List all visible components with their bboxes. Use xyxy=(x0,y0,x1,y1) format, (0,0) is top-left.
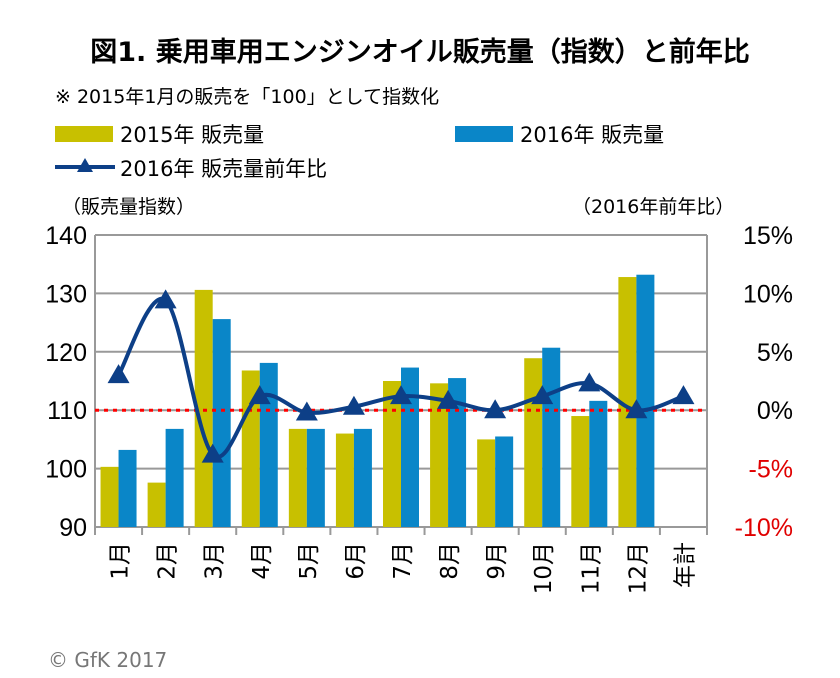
bar-2016 xyxy=(165,428,184,527)
yoy-marker xyxy=(390,385,412,405)
bar-2016 xyxy=(636,274,655,527)
bar-2016 xyxy=(542,347,561,527)
bar-2015 xyxy=(147,482,166,527)
x-tick-label: 年計 xyxy=(672,542,698,588)
bar-2016 xyxy=(448,378,467,527)
bar-2016 xyxy=(259,362,278,527)
yoy-marker xyxy=(201,443,224,463)
bar-2015 xyxy=(430,383,449,527)
y2-tick-label: 15% xyxy=(743,222,793,250)
y-tick-label: 90 xyxy=(59,514,87,542)
yoy-marker xyxy=(248,385,271,405)
bar-2016 xyxy=(118,449,137,527)
x-tick-label: 11月 xyxy=(578,542,604,594)
x-tick-label: 10月 xyxy=(531,542,557,594)
y2-tick-label: -5% xyxy=(749,456,793,484)
x-tick-label: 2月 xyxy=(155,542,181,580)
x-tick-label: 5月 xyxy=(296,542,322,580)
chart-subtitle: ※ 2015年1月の販売を「100」として指数化 xyxy=(55,86,440,108)
y-tick-label: 130 xyxy=(45,280,87,308)
x-tick-label: 4月 xyxy=(249,542,275,580)
yoy-marker xyxy=(531,385,554,405)
y-tick-label: 110 xyxy=(47,397,87,425)
bar-2015 xyxy=(100,466,119,527)
yoy-marker xyxy=(437,389,460,409)
bar-2015 xyxy=(524,358,543,527)
legend-swatch-yoy xyxy=(55,158,115,172)
y-tick-label: 140 xyxy=(45,222,87,250)
yoy-marker xyxy=(154,289,177,309)
x-tick-label: 12月 xyxy=(625,542,651,594)
y-tick-label: 100 xyxy=(45,456,87,484)
yoy-marker xyxy=(107,364,130,384)
bar-2015 xyxy=(383,381,401,527)
y2-axis-label: （2016年前年比） xyxy=(572,196,735,218)
y2-tick-label: 0% xyxy=(757,397,793,425)
y-axis-label: （販売量指数） xyxy=(62,196,196,218)
legend-swatch-2015 xyxy=(55,126,113,142)
bar-2015 xyxy=(194,289,213,527)
yoy-marker xyxy=(295,401,318,421)
yoy-marker xyxy=(484,399,507,419)
x-tick-label: 7月 xyxy=(390,542,416,580)
chart-title: 図1. 乗用車用エンジンオイル販売量（指数）と前年比 xyxy=(90,37,750,68)
bar-2016 xyxy=(495,436,514,527)
y2-tick-label: 10% xyxy=(743,280,793,308)
bar-2016 xyxy=(353,428,372,527)
copyright: © GfK 2017 xyxy=(48,648,168,672)
bar-2016 xyxy=(401,367,419,527)
legend-label-2015: 2015年 販売量 xyxy=(120,123,265,147)
x-tick-label: 3月 xyxy=(202,542,228,580)
yoy-marker xyxy=(578,372,601,392)
y-tick-label: 120 xyxy=(45,339,87,367)
x-tick-label: 8月 xyxy=(437,542,463,580)
yoy-marker xyxy=(672,385,695,405)
bar-2015 xyxy=(571,416,590,527)
x-tick-label: 6月 xyxy=(343,542,369,580)
yoy-marker xyxy=(342,395,365,415)
x-tick-label: 1月 xyxy=(108,542,134,580)
legend-label-yoy: 2016年 販売量前年比 xyxy=(120,157,328,181)
y2-tick-label: -10% xyxy=(735,514,793,542)
bar-2016 xyxy=(212,319,231,527)
bar-2016 xyxy=(306,428,325,527)
bar-2015 xyxy=(335,433,354,527)
bar-2015 xyxy=(288,428,307,527)
y2-tick-label: 5% xyxy=(757,339,793,367)
bar-2015 xyxy=(618,277,637,527)
legend-swatch-2016 xyxy=(455,126,513,142)
legend-label-2016: 2016年 販売量 xyxy=(520,123,665,147)
bar-2015 xyxy=(477,439,496,527)
x-tick-label: 9月 xyxy=(484,542,510,580)
yoy-marker xyxy=(625,399,648,419)
bar-2016 xyxy=(589,400,608,527)
